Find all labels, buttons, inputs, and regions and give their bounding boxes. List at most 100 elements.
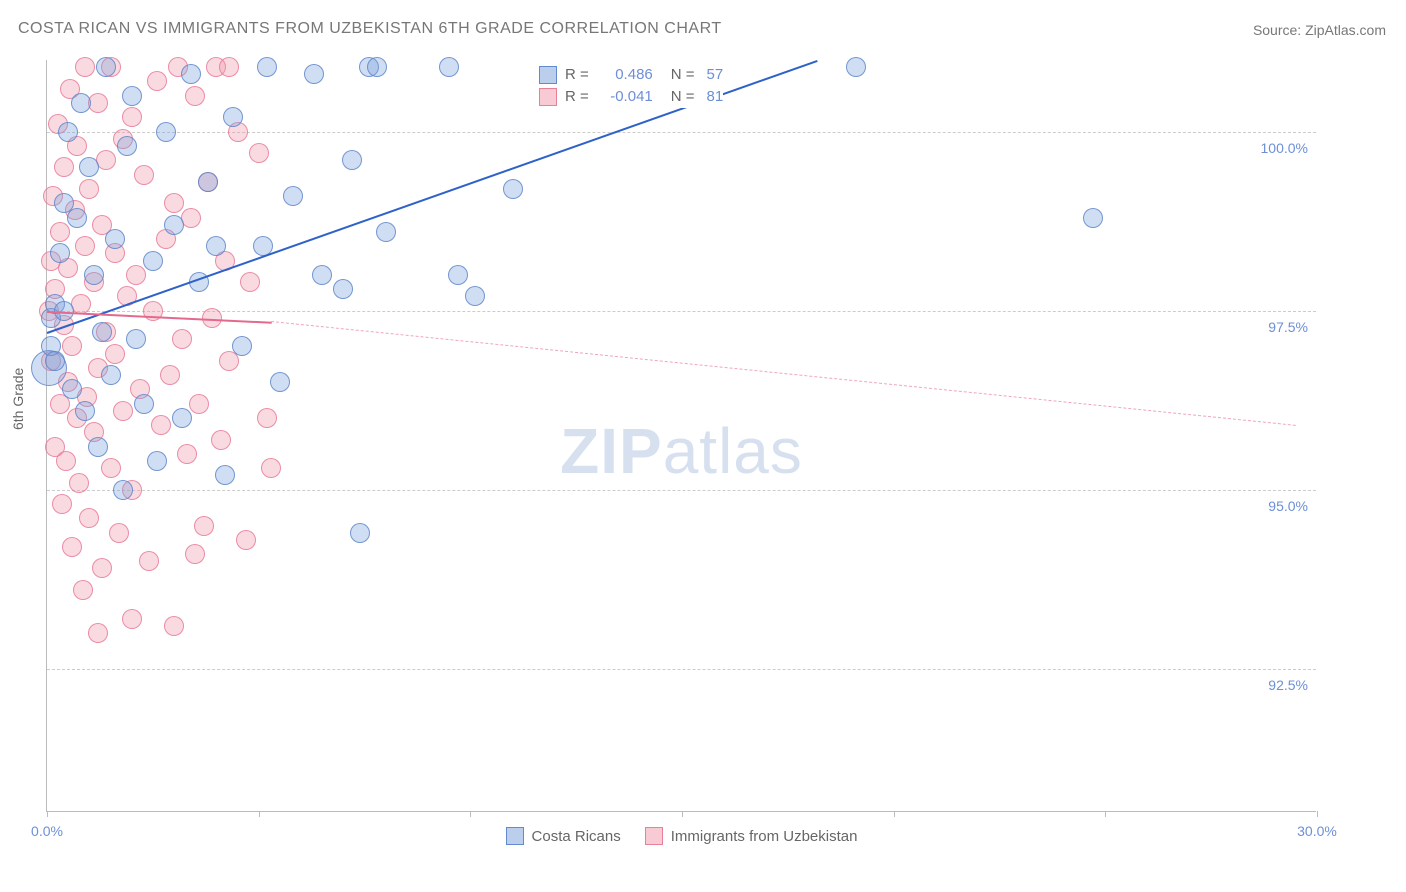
- data-point: [62, 537, 82, 557]
- data-point: [177, 444, 197, 464]
- data-point: [56, 451, 76, 471]
- legend-swatch: [645, 827, 663, 845]
- data-point: [333, 279, 353, 299]
- n-label: N =: [671, 64, 695, 86]
- data-point: [219, 57, 239, 77]
- data-point: [376, 222, 396, 242]
- data-point: [304, 64, 324, 84]
- data-point: [71, 93, 91, 113]
- data-point: [249, 143, 269, 163]
- data-point: [312, 265, 332, 285]
- data-point: [147, 71, 167, 91]
- x-tick: [1105, 811, 1106, 817]
- legend-label: Costa Ricans: [532, 828, 621, 845]
- trend-line: [271, 321, 1296, 426]
- data-point: [270, 372, 290, 392]
- y-tick-label: 92.5%: [1268, 677, 1308, 693]
- data-point: [156, 122, 176, 142]
- chart-container: COSTA RICAN VS IMMIGRANTS FROM UZBEKISTA…: [0, 0, 1406, 892]
- data-point: [50, 222, 70, 242]
- data-point: [223, 107, 243, 127]
- data-point: [96, 57, 116, 77]
- data-point: [84, 265, 104, 285]
- data-point: [50, 243, 70, 263]
- x-tick: [259, 811, 260, 817]
- data-point: [465, 286, 485, 306]
- r-label: R =: [565, 86, 589, 108]
- data-point: [189, 394, 209, 414]
- data-point: [367, 57, 387, 77]
- data-point: [75, 401, 95, 421]
- chart-title: COSTA RICAN VS IMMIGRANTS FROM UZBEKISTA…: [18, 20, 722, 38]
- data-point: [139, 551, 159, 571]
- data-point: [846, 57, 866, 77]
- x-tick-label: 0.0%: [31, 823, 63, 839]
- data-point: [67, 208, 87, 228]
- data-point: [58, 122, 78, 142]
- watermark: ZIPatlas: [560, 414, 803, 488]
- data-point: [194, 516, 214, 536]
- data-point: [206, 236, 226, 256]
- data-point: [126, 329, 146, 349]
- data-point: [113, 401, 133, 421]
- y-tick-label: 97.5%: [1268, 319, 1308, 335]
- data-point: [79, 157, 99, 177]
- r-label: R =: [565, 64, 589, 86]
- data-point: [54, 157, 74, 177]
- legend-item: Costa Ricans: [506, 827, 621, 845]
- data-point: [134, 394, 154, 414]
- legend-correlation: R =0.486N =57R =-0.041N =81: [539, 64, 723, 108]
- data-point: [75, 236, 95, 256]
- x-tick-label: 30.0%: [1297, 823, 1337, 839]
- data-point: [215, 465, 235, 485]
- data-point: [126, 265, 146, 285]
- data-point: [350, 523, 370, 543]
- source-attribution: Source: ZipAtlas.com: [1253, 22, 1386, 38]
- x-tick: [47, 811, 48, 817]
- data-point: [211, 430, 231, 450]
- data-point: [79, 508, 99, 528]
- legend-row: R =-0.041N =81: [539, 86, 723, 108]
- data-point: [75, 57, 95, 77]
- legend-swatch: [539, 66, 557, 84]
- data-point: [172, 408, 192, 428]
- data-point: [113, 480, 133, 500]
- data-point: [79, 179, 99, 199]
- n-value: 81: [707, 86, 724, 108]
- data-point: [439, 57, 459, 77]
- data-point: [73, 580, 93, 600]
- data-point: [122, 86, 142, 106]
- gridline: [47, 311, 1316, 312]
- data-point: [1083, 208, 1103, 228]
- data-point: [69, 473, 89, 493]
- data-point: [257, 408, 277, 428]
- data-point: [62, 379, 82, 399]
- data-point: [342, 150, 362, 170]
- data-point: [236, 530, 256, 550]
- data-point: [257, 57, 277, 77]
- data-point: [448, 265, 468, 285]
- data-point: [134, 165, 154, 185]
- legend-swatch: [506, 827, 524, 845]
- y-tick-label: 100.0%: [1261, 140, 1308, 156]
- data-point: [143, 251, 163, 271]
- data-point: [101, 458, 121, 478]
- r-value: 0.486: [601, 64, 653, 86]
- data-point: [164, 616, 184, 636]
- data-point: [240, 272, 260, 292]
- data-point: [232, 336, 252, 356]
- data-point: [122, 107, 142, 127]
- r-value: -0.041: [601, 86, 653, 108]
- data-point: [101, 365, 121, 385]
- y-axis-label: 6th Grade: [10, 368, 26, 430]
- legend-item: Immigrants from Uzbekistan: [645, 827, 858, 845]
- gridline: [47, 669, 1316, 670]
- data-point: [117, 136, 137, 156]
- data-point: [164, 193, 184, 213]
- data-point: [52, 494, 72, 514]
- legend-row: R =0.486N =57: [539, 64, 723, 86]
- data-point: [261, 458, 281, 478]
- x-tick: [470, 811, 471, 817]
- plot-area: R =0.486N =57R =-0.041N =81 ZIPatlas Cos…: [46, 60, 1316, 812]
- x-tick: [682, 811, 683, 817]
